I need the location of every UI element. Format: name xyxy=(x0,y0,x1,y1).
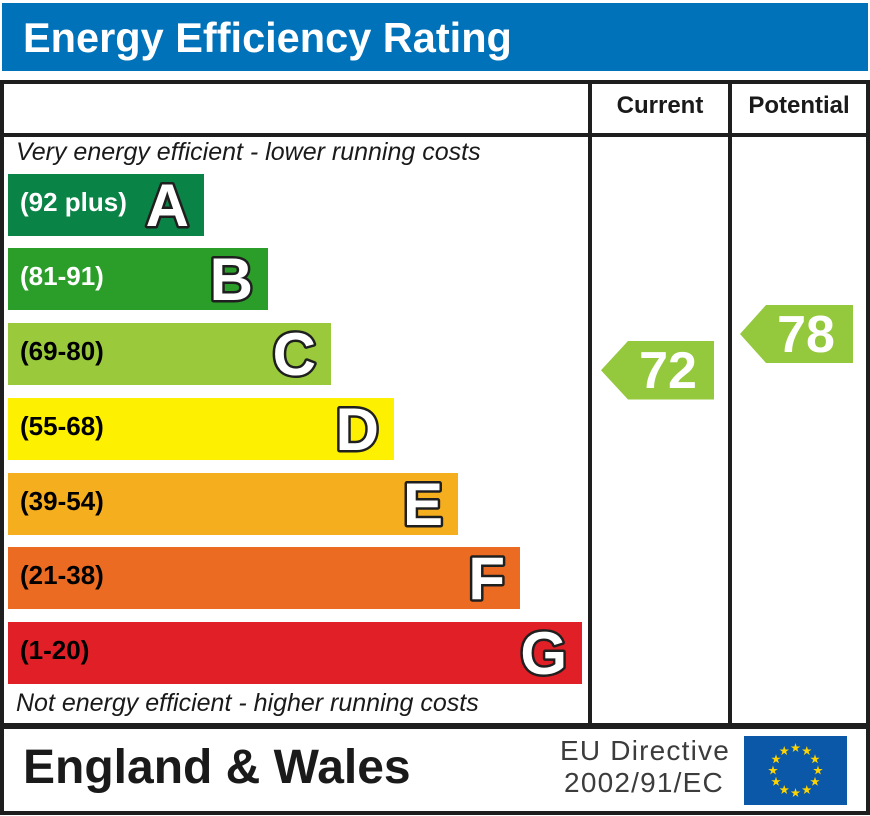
svg-text:C: C xyxy=(273,321,316,388)
svg-text:Not energy efficient - higher: Not energy efficient - higher running co… xyxy=(16,689,479,717)
svg-text:(1-20): (1-20) xyxy=(20,635,89,665)
svg-text:Current: Current xyxy=(617,92,704,119)
svg-text:(39-54): (39-54) xyxy=(20,486,104,516)
svg-text:EU Directive: EU Directive xyxy=(560,735,730,766)
svg-text:Potential: Potential xyxy=(748,92,849,119)
svg-text:(92 plus): (92 plus) xyxy=(20,187,127,217)
svg-text:A: A xyxy=(146,172,189,239)
svg-text:E: E xyxy=(403,471,443,538)
svg-text:78: 78 xyxy=(777,306,835,364)
svg-text:B: B xyxy=(210,246,253,313)
svg-text:(21-38): (21-38) xyxy=(20,560,104,590)
svg-text:G: G xyxy=(520,620,567,687)
svg-text:England & Wales: England & Wales xyxy=(23,741,411,794)
svg-text:(81-91): (81-91) xyxy=(20,261,104,291)
svg-text:(69-80): (69-80) xyxy=(20,336,104,366)
svg-text:72: 72 xyxy=(639,342,697,400)
svg-text:Energy Efficiency Rating: Energy Efficiency Rating xyxy=(23,14,512,61)
svg-text:2002/91/EC: 2002/91/EC xyxy=(564,767,724,798)
svg-text:D: D xyxy=(336,396,379,463)
svg-text:(55-68): (55-68) xyxy=(20,411,104,441)
svg-text:Very energy efficient - lower: Very energy efficient - lower running co… xyxy=(16,138,481,166)
svg-text:F: F xyxy=(468,545,505,612)
